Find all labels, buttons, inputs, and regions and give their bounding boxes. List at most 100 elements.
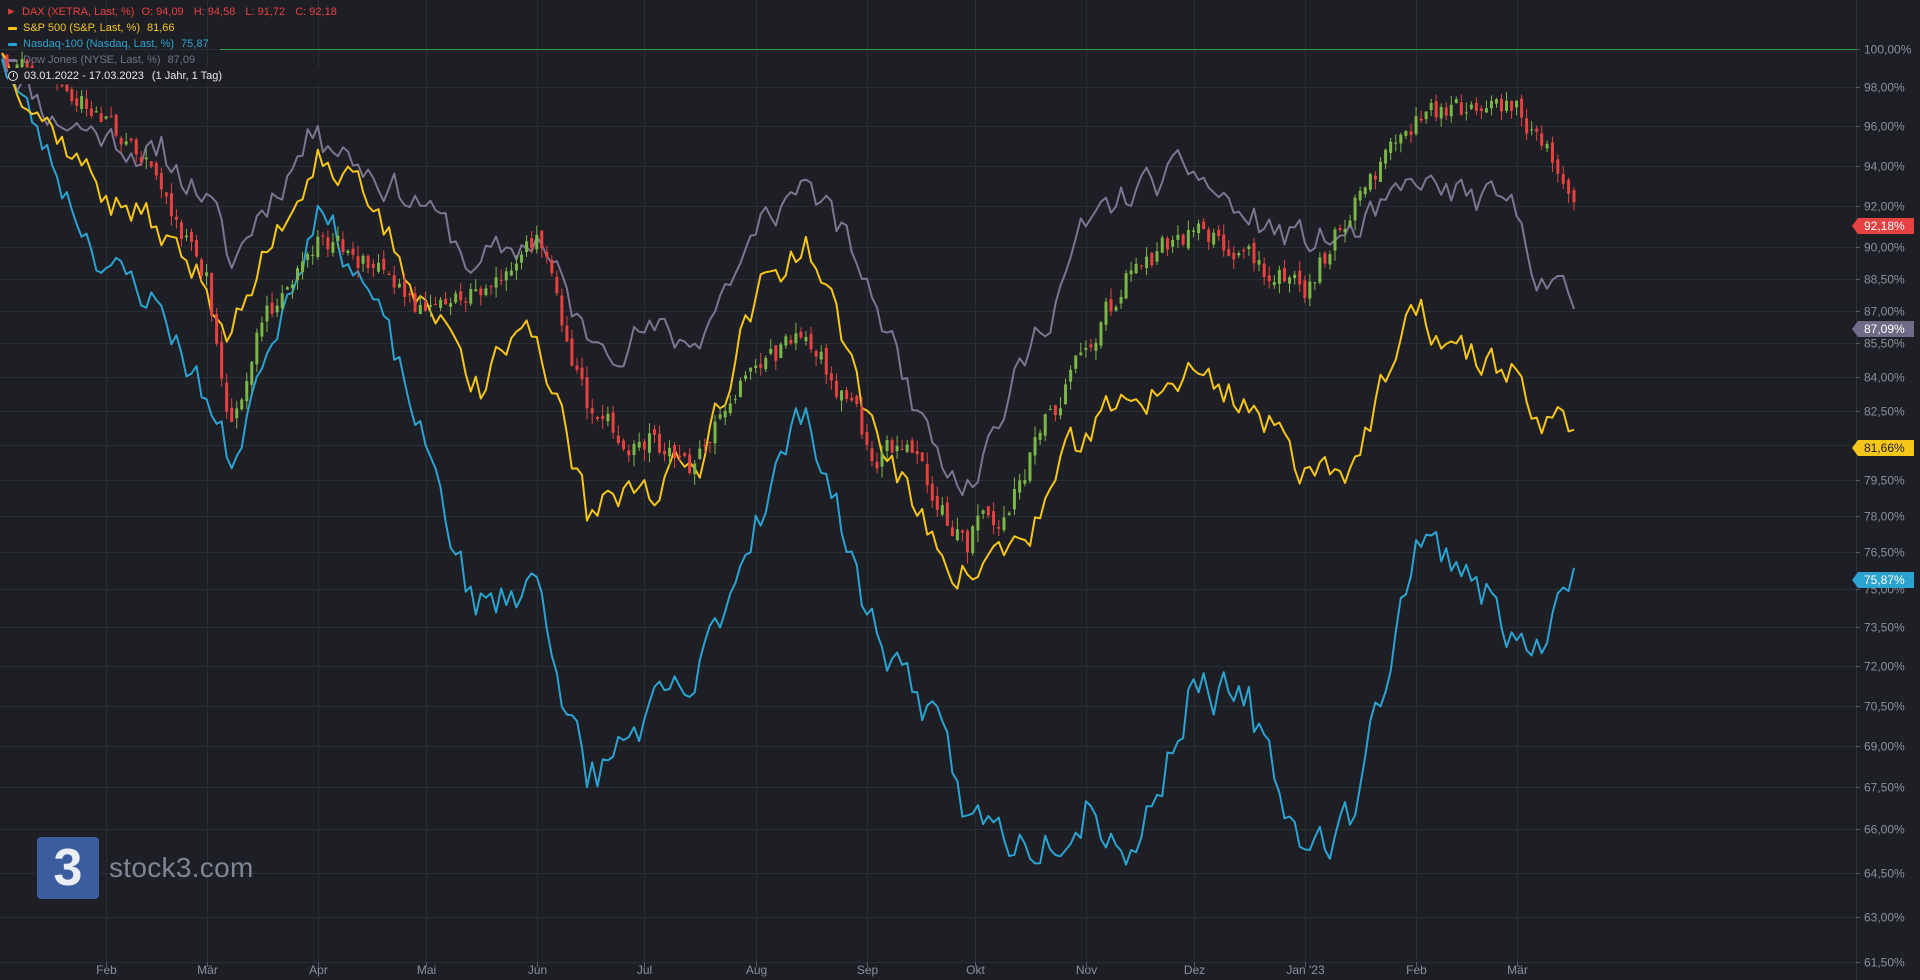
candle-body: [673, 445, 677, 459]
y-tick-label: 94,00%: [1864, 160, 1905, 174]
candle-body: [1155, 251, 1159, 262]
candle-body: [351, 248, 355, 255]
candle-body: [454, 293, 458, 303]
candle-body: [1028, 452, 1032, 481]
candle-body: [1242, 249, 1246, 252]
candle-body: [89, 108, 93, 116]
candle-body: [1217, 229, 1221, 237]
candle-body: [728, 403, 732, 413]
candle-body: [779, 344, 783, 358]
candle-body: [139, 157, 143, 163]
logo-mark: 3: [37, 837, 99, 899]
candle-body: [799, 331, 803, 338]
candle-body: [275, 305, 279, 313]
candle-body: [910, 440, 914, 453]
candle-body: [377, 262, 381, 272]
candle-body: [494, 277, 498, 288]
candle-body: [408, 293, 412, 296]
candle-body: [1567, 179, 1571, 194]
candle-body: [575, 365, 579, 370]
candle-body: [1139, 265, 1143, 267]
logo-text: stock3.com: [109, 852, 254, 883]
candle-body: [1333, 229, 1337, 251]
candle-body: [580, 367, 584, 380]
dax-high: H: 94,58: [193, 6, 236, 18]
candle-body: [585, 377, 589, 409]
candle-body: [1323, 253, 1327, 264]
candle-body: [804, 336, 808, 342]
candle-body: [754, 365, 758, 368]
candle-body: [590, 408, 594, 414]
candle-body: [1313, 282, 1317, 284]
legend-item-dax[interactable]: ⫸ DAX (XETRA, Last, %) O: 94,09 H: 94,58…: [8, 4, 337, 20]
candle-body: [1207, 229, 1211, 243]
candle-body: [429, 305, 433, 307]
legend-ohlc-dax: O: 94,09 H: 94,58 L: 91,72 C: 92,18: [134, 4, 336, 20]
candle-body: [397, 283, 401, 288]
candle-body: [1272, 282, 1276, 286]
candle-body: [109, 116, 113, 118]
candle-body: [1129, 270, 1133, 275]
candle-body: [1363, 187, 1367, 195]
candle-body: [200, 259, 204, 276]
price-badge-dow: 87,09%: [1852, 321, 1914, 337]
candle-body: [1033, 437, 1037, 456]
candle-body: [698, 448, 702, 459]
candle-body: [550, 259, 554, 274]
candle-body: [1484, 108, 1488, 113]
period-selector[interactable]: 03.01.2022 - 17.03.2023 (1 Jahr, 1 Tag): [8, 68, 337, 84]
candle-body: [1288, 277, 1292, 284]
candle-body: [935, 495, 939, 510]
x-tick-label: Mär: [1507, 963, 1528, 977]
candle-body: [341, 239, 345, 252]
y-tick-label: 66,00%: [1864, 823, 1905, 837]
candle-body: [1293, 274, 1297, 279]
candle-body: [860, 406, 864, 435]
candle-body: [688, 454, 692, 473]
clock-icon: [8, 71, 18, 81]
x-tick-label: Apr: [309, 963, 328, 977]
candle-body: [205, 272, 209, 277]
candle-body: [424, 301, 428, 311]
candle-body: [215, 313, 219, 344]
candle-body: [976, 515, 980, 531]
candle-body: [1007, 512, 1011, 515]
y-tick-label: 82,50%: [1864, 405, 1905, 419]
candle-body: [960, 530, 964, 533]
candle-body: [885, 440, 889, 452]
x-tick-label: Dez: [1184, 963, 1205, 977]
candle-body: [387, 273, 391, 276]
candle-body: [915, 451, 919, 455]
candle-body: [955, 529, 959, 541]
candle-body: [80, 96, 84, 110]
candle-body: [144, 157, 148, 160]
candle-body: [1505, 100, 1509, 111]
candle-body: [154, 162, 158, 176]
legend-item-sp500[interactable]: S&P 500 (S&P, Last, %) 81,66: [8, 20, 337, 36]
y-tick-label: 85,50%: [1864, 337, 1905, 351]
candle-body: [1069, 369, 1073, 382]
candle-body: [824, 348, 828, 375]
candle-body: [930, 483, 934, 501]
candle-body: [270, 302, 274, 314]
nasdaq-100-line: [1, 58, 1575, 866]
candle-body: [1237, 253, 1241, 256]
candle-body: [444, 298, 448, 305]
legend-item-nasdaq[interactable]: Nasdaq-100 (Nasdaq, Last, %) 75,87: [8, 36, 337, 52]
x-tick-label: Jul: [637, 963, 652, 977]
candle-body: [260, 322, 264, 337]
candle-body: [184, 235, 188, 238]
candle-body: [1099, 322, 1103, 346]
legend-item-dow[interactable]: Dow Jones (NYSE, Last, %) 87,09: [8, 52, 337, 68]
candle-body: [1257, 260, 1261, 265]
candle-body: [1298, 270, 1302, 285]
candle-body: [1104, 301, 1108, 325]
candle-body: [1510, 100, 1514, 111]
candle-body: [1353, 197, 1357, 221]
candle-body: [668, 447, 672, 457]
candle-body: [346, 250, 350, 254]
candle-body: [759, 364, 763, 368]
candle-body: [606, 413, 610, 422]
candle-body: [895, 445, 899, 452]
legend-value-nasdaq: 75,87: [181, 38, 209, 50]
